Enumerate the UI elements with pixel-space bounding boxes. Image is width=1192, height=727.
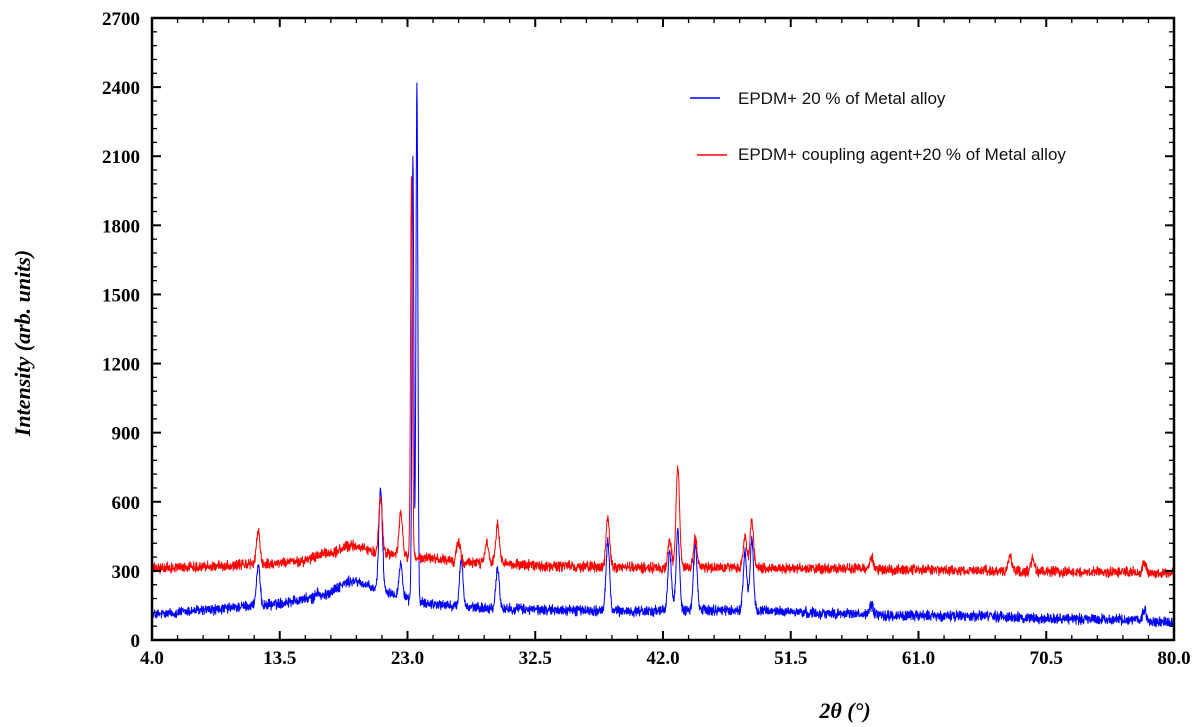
y-tick-label: 900	[112, 424, 141, 445]
x-tick-label: 23.0	[391, 648, 424, 669]
legend: EPDM+ 20 % of Metal alloy EPDM+ coupling…	[690, 89, 1066, 164]
y-tick-label: 1800	[102, 216, 140, 237]
x-tick-label: 4.0	[140, 648, 164, 669]
y-tick-label: 600	[112, 493, 141, 514]
x-tick-label: 61.0	[902, 648, 935, 669]
y-tick-label: 300	[112, 562, 141, 583]
x-tick-label: 13.5	[263, 648, 296, 669]
x-tick-label: 32.5	[519, 648, 552, 669]
x-axis-title: 2θ (°)	[818, 698, 870, 723]
tick-labels-layer: 4.0 13.5 23.0 32.5 42.0 51.5 61.0 70.5 80.0 0 300 6…	[102, 9, 1191, 669]
series-line-red	[151, 176, 1175, 579]
y-tick-label: 1500	[102, 285, 140, 306]
legend-label-red: EPDM+ coupling agent+20 % of Metal alloy	[738, 145, 1066, 164]
x-tick-label: 70.5	[1030, 648, 1063, 669]
y-tick-label: 2100	[102, 147, 140, 168]
y-tick-label: 1200	[102, 355, 140, 376]
y-tick-label: 0	[131, 631, 141, 652]
series-layer	[151, 82, 1175, 628]
y-tick-label: 2400	[102, 78, 140, 99]
plot-frame	[150, 16, 1176, 642]
x-tick-label: 42.0	[646, 648, 679, 669]
x-tick-label: 51.5	[774, 648, 807, 669]
ticks-layer	[151, 17, 1175, 641]
y-tick-label: 2700	[102, 9, 140, 30]
series-line-blue	[151, 82, 1175, 628]
legend-label-blue: EPDM+ 20 % of Metal alloy	[738, 89, 946, 108]
y-axis-title: Intensity (arb. units)	[10, 250, 35, 437]
x-tick-label: 80.0	[1157, 648, 1190, 669]
